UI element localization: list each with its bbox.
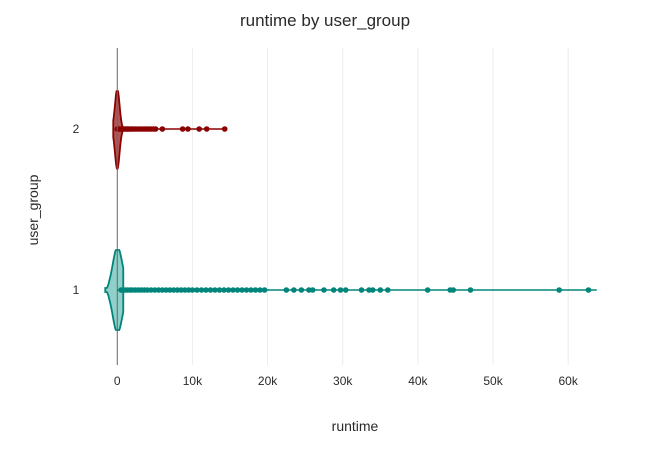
point-1-32 <box>234 287 241 293</box>
point-2-25 <box>185 126 191 132</box>
point-1-34 <box>243 287 250 293</box>
y-axis-ticks: 21 <box>73 122 80 297</box>
point-1-26 <box>207 287 214 293</box>
point-1-41 <box>298 287 305 293</box>
chart-title: runtime by user_group <box>240 11 410 30</box>
y-tick-label-2: 2 <box>73 122 80 136</box>
point-1-48 <box>358 287 365 293</box>
point-1-22 <box>189 287 196 293</box>
point-1-35 <box>248 287 254 293</box>
point-1-33 <box>239 287 245 293</box>
x-tick-label-5: 50k <box>483 374 503 388</box>
point-1-36 <box>252 287 259 293</box>
point-1-24 <box>198 287 205 293</box>
point-1-45 <box>330 287 337 293</box>
point-1-53 <box>424 287 431 293</box>
grid-lines <box>191 48 569 365</box>
x-tick-label-1: 10k <box>183 374 203 388</box>
point-1-46 <box>337 287 344 293</box>
point-2-23 <box>159 126 166 132</box>
y-axis-label: user_group <box>25 174 41 245</box>
x-tick-label-4: 40k <box>408 374 428 388</box>
point-1-50 <box>369 287 376 293</box>
point-1-38 <box>261 287 268 293</box>
point-2-27 <box>203 126 210 132</box>
x-axis-ticks: 0 10k 20k 30k 40k 50k 60k <box>114 374 579 388</box>
x-tick-label-3: 30k <box>333 374 353 388</box>
point-1-52 <box>385 287 391 293</box>
point-1-23 <box>194 287 200 293</box>
point-1-39 <box>283 287 290 293</box>
x-tick-label-0: 0 <box>114 374 121 388</box>
point-1-30 <box>225 287 232 293</box>
point-2-28 <box>221 126 228 132</box>
series-1 <box>104 249 597 331</box>
point-1-31 <box>230 287 236 293</box>
point-1-25 <box>203 287 209 293</box>
x-tick-label-2: 20k <box>258 374 278 388</box>
point-1-56 <box>467 287 474 293</box>
point-1-37 <box>257 287 263 293</box>
point-1-55 <box>450 287 457 293</box>
y-tick-label-1: 1 <box>73 283 80 297</box>
point-2-26 <box>196 126 202 132</box>
plot-area <box>104 90 597 331</box>
point-1-51 <box>377 287 384 293</box>
point-2-22 <box>152 126 159 132</box>
point-1-29 <box>221 287 227 293</box>
point-1-57 <box>556 287 562 293</box>
x-axis-label: runtime <box>332 418 379 434</box>
point-2-24 <box>179 126 186 132</box>
point-1-47 <box>342 287 349 293</box>
point-1-58 <box>585 287 592 293</box>
x-tick-label-6: 60k <box>559 374 579 388</box>
point-1-43 <box>309 287 316 293</box>
point-1-28 <box>216 287 223 293</box>
point-1-40 <box>291 287 297 293</box>
point-1-27 <box>212 287 218 293</box>
point-1-44 <box>321 287 327 293</box>
series-2 <box>112 90 228 171</box>
